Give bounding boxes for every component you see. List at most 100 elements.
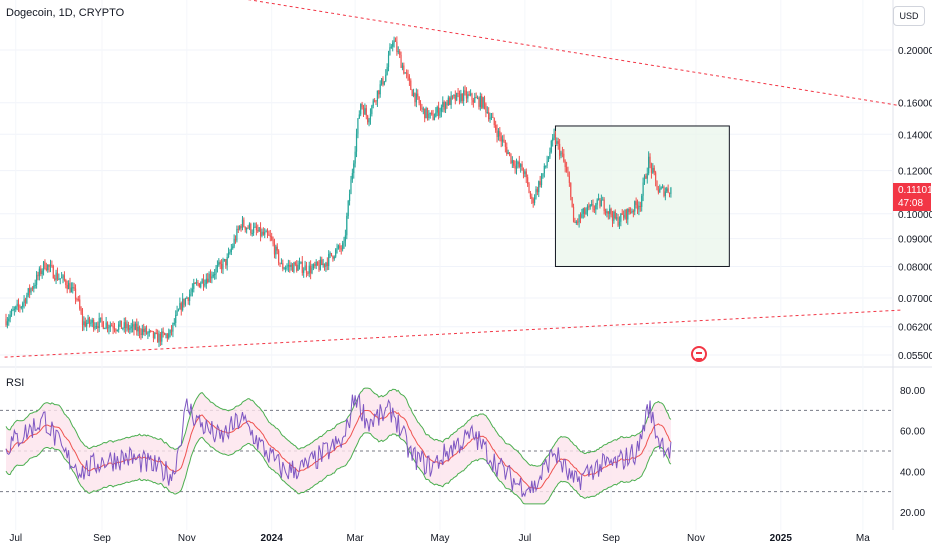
candle-body [650, 163, 653, 173]
candle-body [284, 268, 287, 270]
candle-body [415, 93, 417, 103]
candle-body [642, 182, 644, 196]
candle-body [552, 137, 554, 142]
candle-body [602, 199, 604, 201]
candle-body [202, 279, 205, 286]
candle-body [233, 238, 235, 247]
candle-body [586, 206, 589, 212]
candle-body [236, 228, 238, 241]
candle-body [257, 230, 259, 232]
candle-body [635, 201, 637, 205]
candle-body [343, 241, 345, 244]
candle-body [424, 108, 426, 119]
candle-body [59, 278, 61, 280]
candle-body [396, 41, 398, 52]
candle-body [201, 279, 203, 284]
candle-body [616, 217, 618, 219]
candle-body [108, 327, 110, 329]
candle-body [577, 221, 579, 223]
price-tick-label: 0.09000 [898, 235, 932, 246]
candle-body [407, 73, 409, 77]
candle-body [134, 323, 136, 330]
price-tick-label: 0.07000 [898, 294, 932, 305]
time-tick-label: Jul [9, 533, 22, 544]
candle-body [154, 332, 156, 339]
candle-body [353, 163, 355, 174]
price-tick-label: 0.20000 [898, 46, 932, 57]
candle-body [27, 288, 29, 296]
candle-body [42, 261, 45, 271]
candle-body [547, 157, 550, 162]
candle-body [597, 198, 600, 200]
candle-body [243, 219, 245, 227]
candle-body [476, 97, 479, 99]
candle-body [361, 103, 363, 108]
candle-body [189, 294, 191, 302]
candle-body [54, 278, 56, 280]
candle-body [262, 231, 264, 235]
rsi-envelope-lower [5, 432, 672, 505]
candle-body [118, 324, 120, 330]
candle-body [483, 97, 486, 104]
candle-body [145, 327, 148, 334]
candle-body [453, 94, 455, 96]
range-box [554, 125, 730, 267]
candle-body [307, 272, 309, 274]
candle-body [101, 317, 103, 322]
candle-body [403, 65, 405, 74]
candle-body [342, 243, 344, 250]
candle-body [567, 171, 569, 177]
price-tick-label: 0.12000 [898, 167, 932, 178]
candle-body [244, 226, 246, 230]
time-tick-label: Sep [602, 533, 620, 544]
candle-body [207, 278, 209, 283]
candle-body [294, 262, 296, 265]
candle-body [475, 97, 477, 99]
candle-body [404, 72, 406, 74]
candle-body [56, 272, 59, 280]
candle-body [545, 165, 547, 167]
candle-body [543, 165, 545, 174]
candle-body [604, 211, 607, 214]
candle-body [316, 261, 319, 265]
candle-body [163, 333, 166, 335]
candle-body [636, 204, 639, 210]
candle-body [668, 192, 671, 194]
candle-body [34, 284, 36, 286]
candle-body [400, 54, 402, 68]
candle-body [355, 133, 358, 152]
candle-body [157, 333, 159, 343]
candle-body [535, 189, 537, 198]
candle-body [20, 306, 22, 308]
candle-body [652, 167, 654, 173]
candle-body [585, 211, 587, 215]
candle-body [151, 330, 153, 332]
candle-body [524, 171, 526, 174]
candle-body [5, 319, 7, 326]
candle-body [81, 313, 84, 326]
time-tick-label: Nov [687, 533, 705, 544]
candle-body [474, 97, 476, 103]
time-tick-label: Jul [518, 533, 531, 544]
candle-body [12, 310, 14, 312]
candle-body [360, 103, 362, 115]
candle-body [125, 322, 127, 329]
candle-body [581, 213, 583, 218]
candle-body [10, 310, 13, 315]
candle-body [45, 268, 47, 271]
candle-body [195, 282, 198, 284]
candle-body [191, 288, 193, 292]
flag-icon[interactable] [691, 346, 707, 362]
candle-body [374, 100, 376, 102]
candle-body [271, 236, 273, 240]
currency-button[interactable]: USD [893, 6, 925, 26]
candle-body [408, 76, 410, 81]
candle-body [104, 328, 106, 330]
candle-body [371, 105, 373, 114]
candle-body [533, 197, 536, 203]
rsi-tick-label: 40.00 [900, 467, 925, 478]
candle-body [593, 209, 596, 211]
candle-body [522, 170, 525, 174]
candle-body [48, 264, 50, 267]
